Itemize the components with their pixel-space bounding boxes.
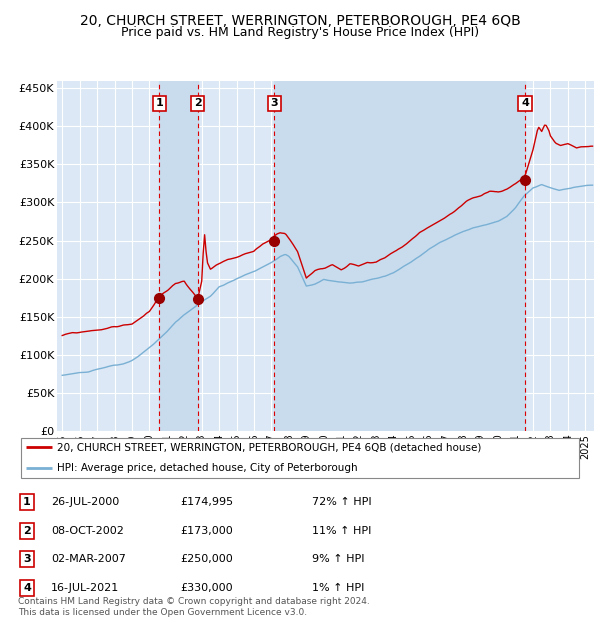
Text: 26-JUL-2000: 26-JUL-2000 bbox=[51, 497, 119, 507]
Text: 11% ↑ HPI: 11% ↑ HPI bbox=[312, 526, 371, 536]
Text: 72% ↑ HPI: 72% ↑ HPI bbox=[312, 497, 371, 507]
Text: 1: 1 bbox=[23, 497, 31, 507]
Text: 2: 2 bbox=[23, 526, 31, 536]
Text: Price paid vs. HM Land Registry's House Price Index (HPI): Price paid vs. HM Land Registry's House … bbox=[121, 26, 479, 39]
Text: £174,995: £174,995 bbox=[180, 497, 233, 507]
Text: 1% ↑ HPI: 1% ↑ HPI bbox=[312, 583, 364, 593]
Text: 20, CHURCH STREET, WERRINGTON, PETERBOROUGH, PE4 6QB: 20, CHURCH STREET, WERRINGTON, PETERBORO… bbox=[80, 14, 520, 28]
Text: 08-OCT-2002: 08-OCT-2002 bbox=[51, 526, 124, 536]
Text: 4: 4 bbox=[23, 583, 31, 593]
Text: 20, CHURCH STREET, WERRINGTON, PETERBOROUGH, PE4 6QB (detached house): 20, CHURCH STREET, WERRINGTON, PETERBORO… bbox=[58, 443, 482, 453]
Text: 3: 3 bbox=[23, 554, 31, 564]
Text: 9% ↑ HPI: 9% ↑ HPI bbox=[312, 554, 365, 564]
Text: 02-MAR-2007: 02-MAR-2007 bbox=[51, 554, 126, 564]
Text: 16-JUL-2021: 16-JUL-2021 bbox=[51, 583, 119, 593]
Text: 4: 4 bbox=[521, 99, 529, 108]
Bar bbox=[160, 81, 198, 431]
Bar bbox=[274, 81, 525, 431]
Text: HPI: Average price, detached house, City of Peterborough: HPI: Average price, detached house, City… bbox=[58, 463, 358, 473]
Text: 2: 2 bbox=[194, 99, 202, 108]
Text: £330,000: £330,000 bbox=[180, 583, 233, 593]
Text: £250,000: £250,000 bbox=[180, 554, 233, 564]
Text: 1: 1 bbox=[155, 99, 163, 108]
Text: £173,000: £173,000 bbox=[180, 526, 233, 536]
Text: 3: 3 bbox=[271, 99, 278, 108]
Text: Contains HM Land Registry data © Crown copyright and database right 2024.
This d: Contains HM Land Registry data © Crown c… bbox=[18, 598, 370, 617]
FancyBboxPatch shape bbox=[21, 438, 579, 478]
